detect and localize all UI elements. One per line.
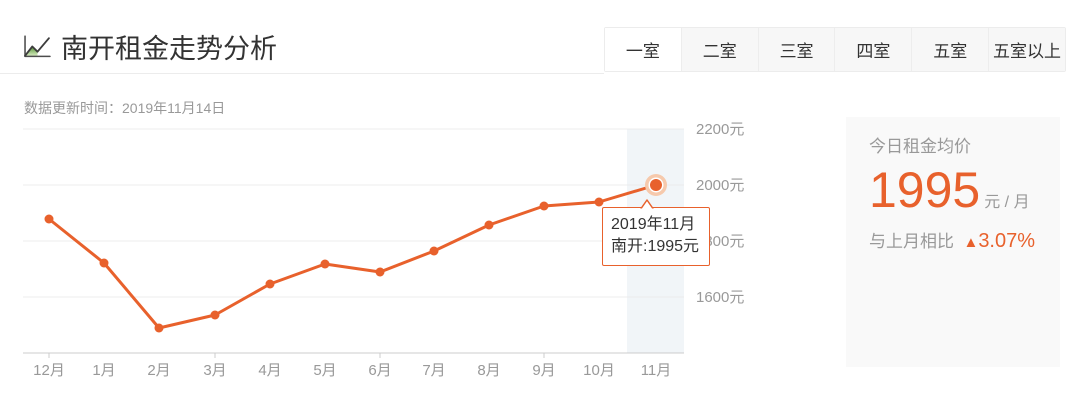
svg-text:10月: 10月 — [583, 362, 615, 379]
svg-text:2月: 2月 — [147, 362, 170, 379]
svg-text:2000元: 2000元 — [696, 177, 744, 194]
svg-text:12月: 12月 — [33, 362, 65, 379]
svg-text:11月: 11月 — [641, 362, 672, 379]
svg-text:4月: 4月 — [258, 362, 281, 379]
svg-text:7月: 7月 — [422, 362, 445, 379]
svg-text:2200元: 2200元 — [696, 121, 744, 138]
svg-text:8月: 8月 — [477, 362, 500, 379]
svg-text:9月: 9月 — [532, 362, 555, 379]
svg-text:6月: 6月 — [368, 362, 391, 379]
svg-text:1600元: 1600元 — [696, 289, 744, 306]
svg-text:1月: 1月 — [92, 362, 115, 379]
svg-text:3月: 3月 — [203, 362, 226, 379]
svg-text:5月: 5月 — [313, 362, 336, 379]
